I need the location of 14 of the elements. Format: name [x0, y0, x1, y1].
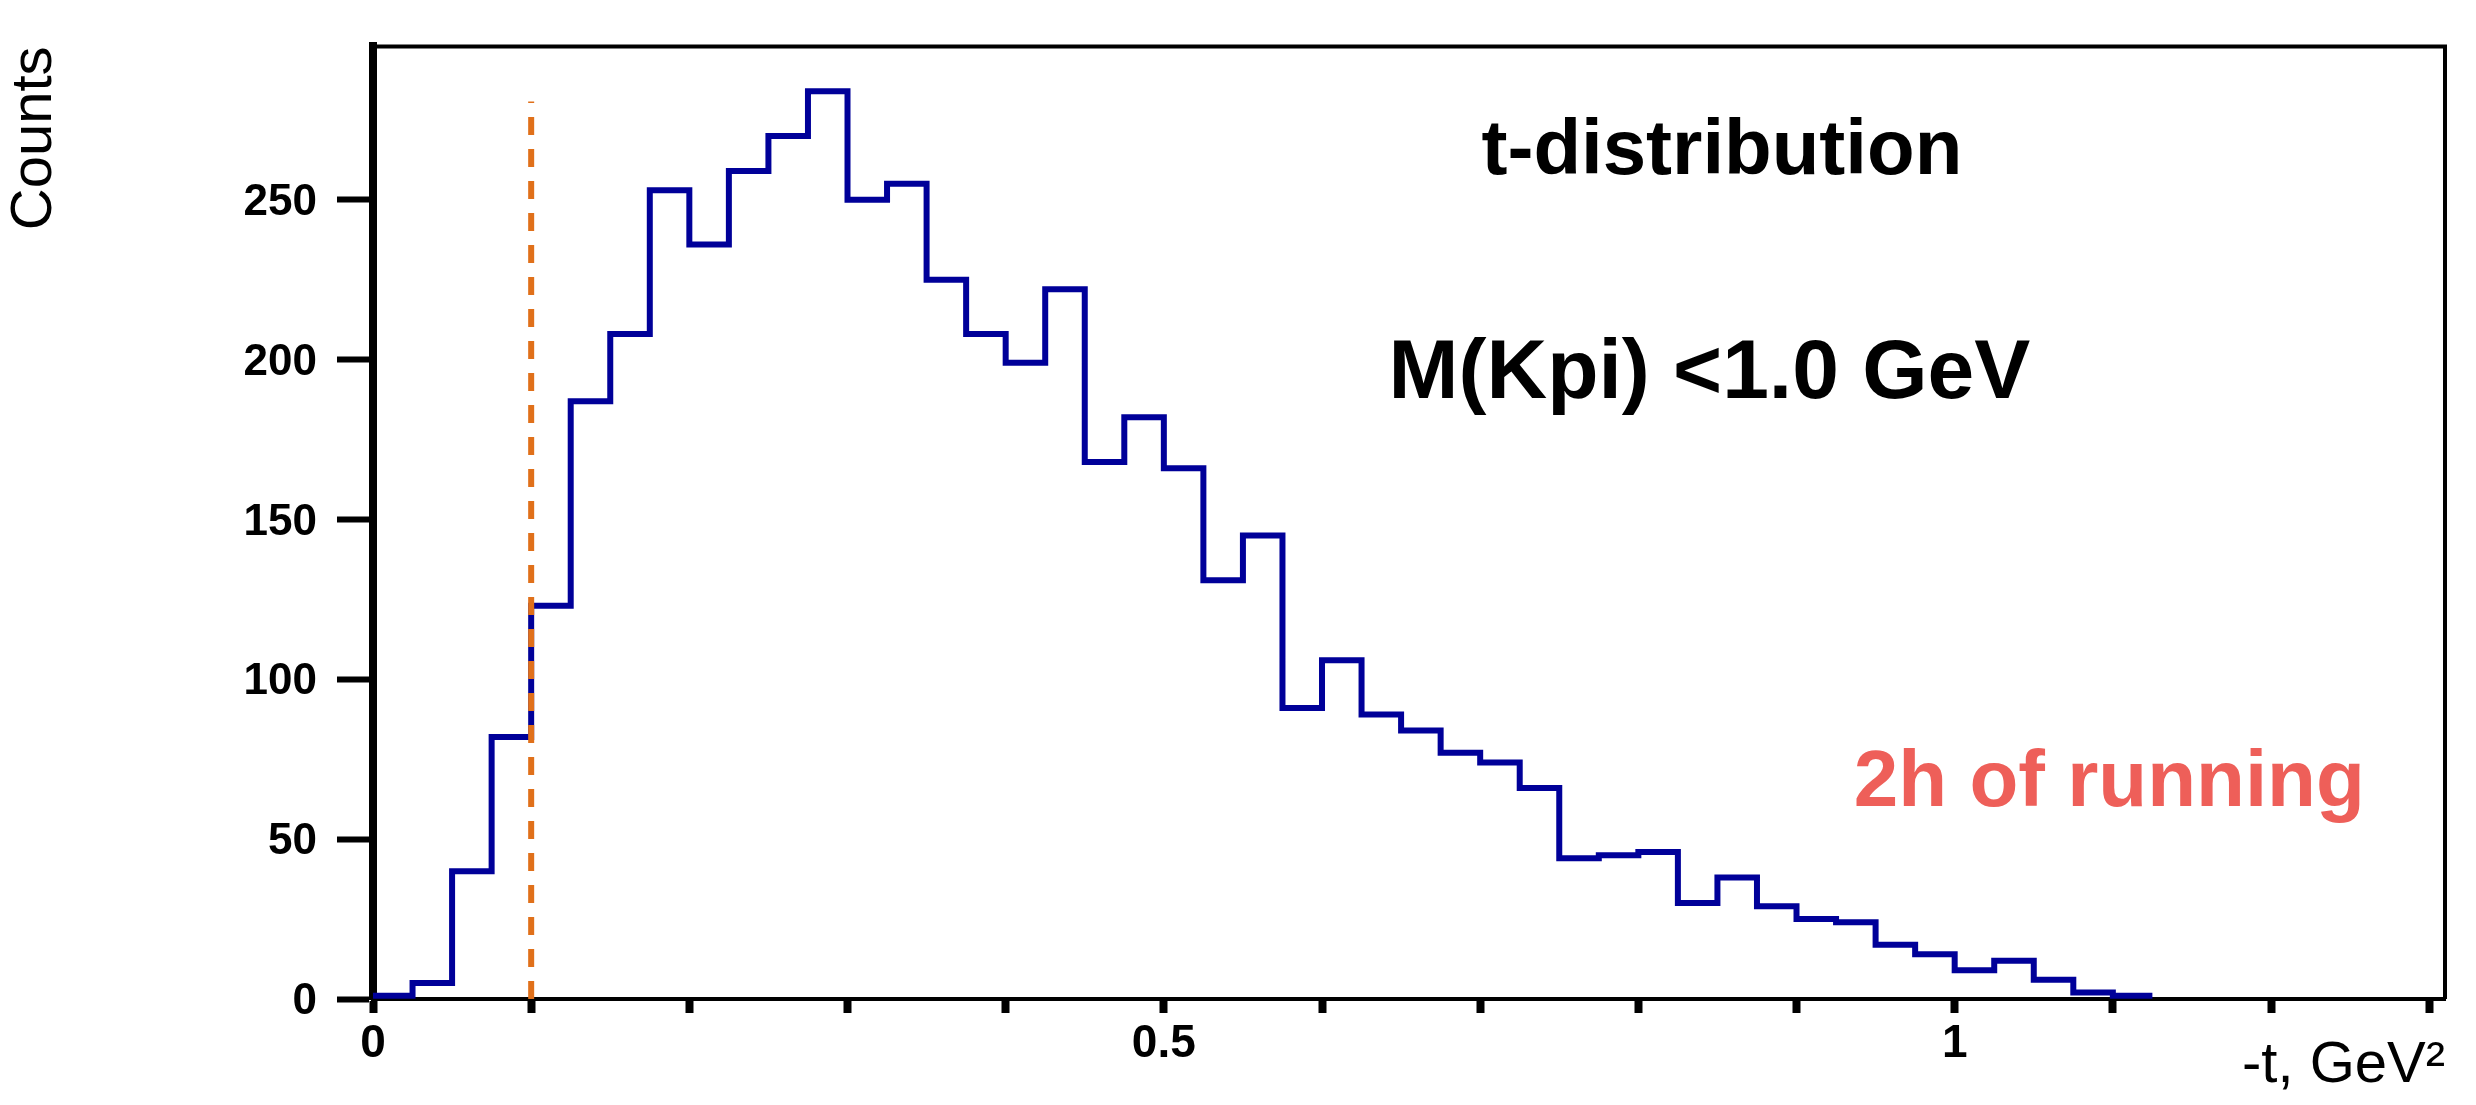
annotation: M(Kpi) <1.0 GeV: [1388, 322, 2031, 417]
y-tick-label: 250: [243, 174, 317, 224]
x-tick-label: 1: [1941, 1015, 1968, 1068]
y-tick-label: 200: [243, 334, 317, 384]
x-tick-label: 0: [360, 1015, 386, 1068]
y-axis-title: Counts: [0, 46, 63, 231]
y-tick-label: 0: [292, 974, 317, 1024]
x-tick-label: 0.5: [1131, 1015, 1196, 1068]
annotation: 2h of running: [1853, 733, 2365, 823]
y-tick-label: 50: [268, 814, 317, 864]
y-tick-label: 100: [243, 654, 317, 704]
text: t-distribution: [1481, 102, 1963, 191]
y-tick-label: 150: [243, 494, 317, 544]
x-axis-title: -t, GeV²: [2241, 1029, 2445, 1095]
